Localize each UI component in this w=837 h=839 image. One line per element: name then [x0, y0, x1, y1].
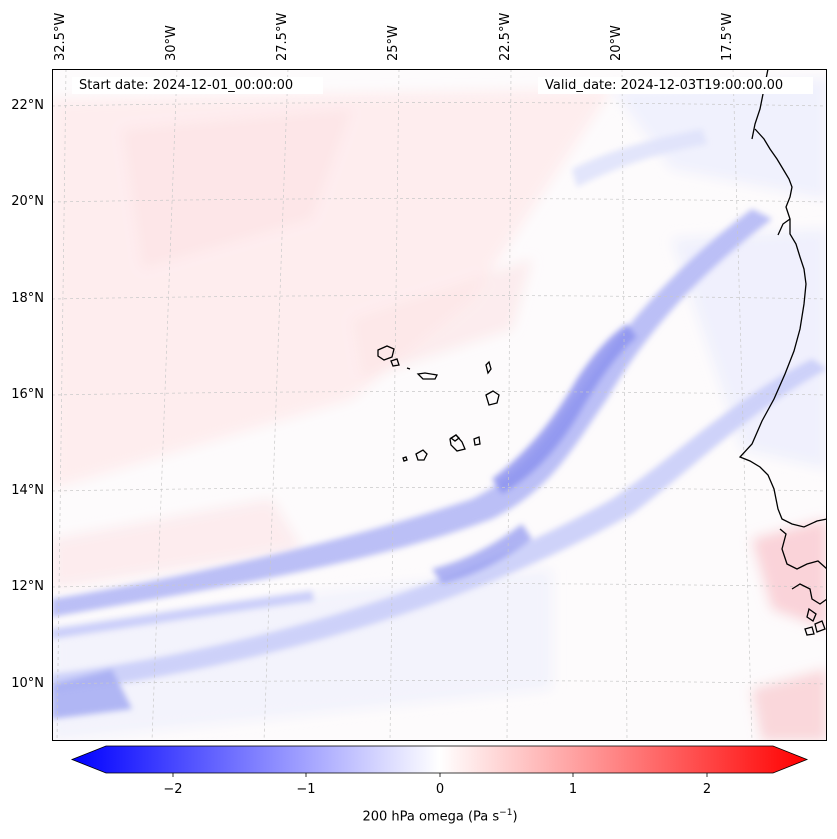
colorbar-label: 200 hPa omega (Pa s−1) [0, 808, 837, 824]
colorbar-label-end: ) [512, 809, 518, 825]
graticule [52, 69, 827, 741]
valid-date-label: Valid_date: 2024-12-03T19:00:00.00 [538, 77, 813, 94]
colorbar-label-exponent: −1 [499, 808, 513, 818]
lon-label: 20°W [609, 25, 624, 61]
colorbar [70, 745, 809, 777]
colorbar-label-text: 200 hPa omega (Pa s [362, 809, 500, 825]
colorbar-gradient [70, 745, 809, 774]
lat-label: 18°N [11, 291, 44, 306]
lat-label: 16°N [11, 387, 44, 402]
lat-label: 12°N [11, 579, 44, 594]
cape-verde-islands [377, 345, 500, 462]
lat-label: 10°N [11, 676, 44, 691]
lat-label: 20°N [11, 194, 44, 209]
lon-label: 32.5°W [53, 12, 68, 61]
lon-label: 17.5°W [720, 12, 735, 61]
colorbar-tick-label: 0 [435, 782, 445, 797]
lon-label: 30°W [164, 25, 179, 61]
colorbar-tick-label: −2 [163, 782, 183, 797]
west-africa-coastline [738, 69, 827, 636]
colorbar-tick-label: −1 [296, 782, 316, 797]
lon-label: 22.5°W [498, 12, 513, 61]
colorbar-tick-label: 2 [702, 782, 712, 797]
lon-label: 25°W [386, 25, 401, 61]
lon-label: 27.5°W [275, 12, 290, 61]
map-panel [52, 69, 827, 741]
omega-band [52, 129, 827, 719]
colorbar-tick-label: 1 [568, 782, 578, 797]
start-date-label: Start date: 2024-12-01_00:00:00 [72, 77, 323, 94]
lat-label: 14°N [11, 483, 44, 498]
colorbar-tick-marks [172, 773, 708, 777]
omega-field [52, 79, 827, 741]
lat-label: 22°N [11, 98, 44, 113]
